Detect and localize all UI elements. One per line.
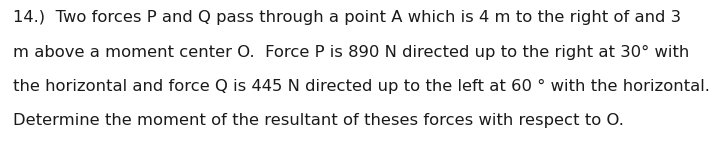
Text: the horizontal and force Q is 445 N directed up to the left at 60 ° with the hor: the horizontal and force Q is 445 N dire… xyxy=(13,79,710,94)
Text: Determine the moment of the resultant of theses forces with respect to O.: Determine the moment of the resultant of… xyxy=(13,113,624,128)
Text: 14.)  Two forces P and Q pass through a point A which is 4 m to the right of and: 14.) Two forces P and Q pass through a p… xyxy=(13,10,681,25)
Text: m above a moment center O.  Force P is 890 N directed up to the right at 30° wit: m above a moment center O. Force P is 89… xyxy=(13,45,690,60)
